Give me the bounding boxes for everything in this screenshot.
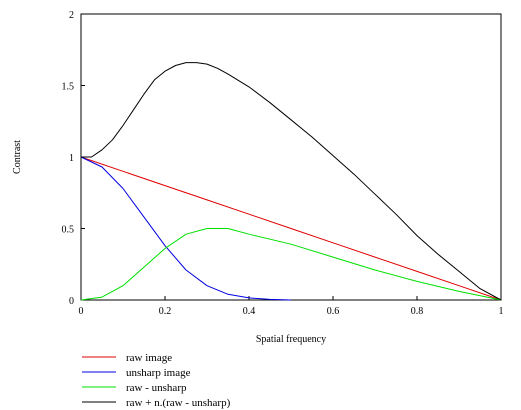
legend: raw image unsharp image raw - unsharp raw +…: [82, 352, 231, 409]
legend-label: raw + n.(raw - unsharp): [126, 397, 231, 409]
x-tick-label: 0.6: [327, 306, 340, 317]
legend-label: raw image: [126, 352, 172, 364]
y-tick-label: 1: [69, 153, 74, 164]
series-line-3: [80, 228, 502, 301]
series-line-4: [81, 62, 502, 301]
y-tick-label: 0.5: [62, 225, 75, 236]
legend-label: unsharp image: [126, 367, 191, 379]
x-axis-label: Spatial frequency: [256, 334, 326, 345]
y-tick-label: 1.5: [62, 82, 75, 93]
plot-area: [80, 13, 502, 301]
y-axis-label: Contrast: [12, 140, 23, 174]
series-layer: [80, 62, 502, 301]
y-tick-label: 0: [69, 296, 74, 307]
y-tick-label: 2: [69, 10, 74, 21]
legend-label: raw - unsharp: [126, 382, 187, 394]
x-tick-label: 1: [499, 306, 504, 317]
x-tick-label: 0: [79, 306, 84, 317]
series-line-1: [80, 156, 502, 301]
x-tick-label: 0.8: [411, 306, 424, 317]
x-tick-label: 0.4: [243, 306, 256, 317]
x-axis: 0 0.2 0.4 0.6 0.8 1: [79, 296, 504, 317]
series-line-2: [80, 156, 292, 301]
x-tick-label: 0.2: [159, 306, 172, 317]
